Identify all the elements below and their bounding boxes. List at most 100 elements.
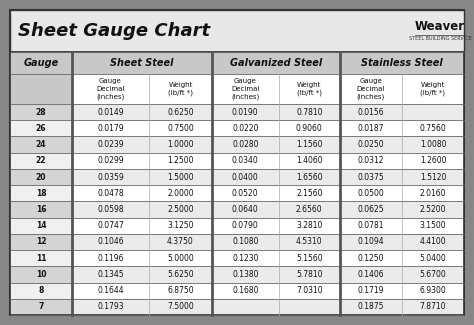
Text: Sheet Gauge Chart: Sheet Gauge Chart — [18, 22, 210, 40]
Text: 0.0640: 0.0640 — [232, 205, 259, 214]
Text: 0.1644: 0.1644 — [97, 286, 124, 295]
Text: 0.0299: 0.0299 — [97, 156, 124, 165]
Text: 5.6700: 5.6700 — [419, 270, 447, 279]
Bar — [72, 136, 464, 153]
Text: 7.5000: 7.5000 — [167, 302, 194, 311]
Text: 0.0375: 0.0375 — [357, 173, 384, 182]
Text: 0.1046: 0.1046 — [97, 238, 124, 246]
Text: 1.2600: 1.2600 — [420, 156, 446, 165]
Text: 7: 7 — [38, 302, 44, 311]
Text: 1.6560: 1.6560 — [296, 173, 323, 182]
Text: Stainless Steel: Stainless Steel — [361, 58, 443, 68]
Text: 0.1406: 0.1406 — [358, 270, 384, 279]
Text: 8: 8 — [38, 286, 44, 295]
Text: 28: 28 — [36, 108, 46, 117]
Text: 3.1500: 3.1500 — [419, 221, 447, 230]
Text: 2.1560: 2.1560 — [296, 189, 322, 198]
Text: 0.1680: 0.1680 — [232, 286, 258, 295]
Bar — [10, 120, 72, 136]
Text: 1.0000: 1.0000 — [167, 140, 194, 149]
Bar — [72, 153, 464, 169]
Text: Weight
(lb/ft *): Weight (lb/ft *) — [297, 82, 322, 96]
Text: 2.5200: 2.5200 — [420, 205, 446, 214]
Text: 0.0500: 0.0500 — [357, 189, 384, 198]
Text: Weight
(lb/ft *): Weight (lb/ft *) — [420, 82, 446, 96]
Bar — [10, 153, 72, 169]
Text: 26: 26 — [36, 124, 46, 133]
Bar — [72, 52, 212, 74]
Bar — [10, 266, 72, 282]
Bar — [72, 120, 464, 136]
Text: 5.7810: 5.7810 — [296, 270, 322, 279]
Bar — [10, 169, 72, 185]
Text: Gauge
Decimal
(inches): Gauge Decimal (inches) — [357, 79, 385, 99]
Bar — [72, 185, 464, 202]
Text: 0.1875: 0.1875 — [358, 302, 384, 311]
Text: 1.5120: 1.5120 — [420, 173, 446, 182]
Bar — [212, 74, 340, 104]
Text: 1.1560: 1.1560 — [296, 140, 322, 149]
Text: 1.2500: 1.2500 — [167, 156, 194, 165]
Bar — [72, 74, 212, 104]
Bar — [212, 52, 340, 74]
Text: 14: 14 — [36, 221, 46, 230]
Text: 1.5000: 1.5000 — [167, 173, 194, 182]
Text: 0.0220: 0.0220 — [232, 124, 258, 133]
Bar — [10, 218, 72, 234]
Text: 2.6560: 2.6560 — [296, 205, 323, 214]
Text: 0.0790: 0.0790 — [232, 221, 259, 230]
Text: Weaver: Weaver — [415, 20, 465, 33]
Text: 22: 22 — [36, 156, 46, 165]
Text: 0.7560: 0.7560 — [419, 124, 447, 133]
Text: 10: 10 — [36, 270, 46, 279]
Bar — [10, 202, 72, 218]
Bar — [10, 282, 72, 299]
Text: 2.5000: 2.5000 — [167, 205, 194, 214]
Bar — [10, 74, 72, 104]
Bar — [10, 104, 72, 120]
Text: 0.0312: 0.0312 — [358, 156, 384, 165]
Text: 0.1793: 0.1793 — [97, 302, 124, 311]
Text: 0.0239: 0.0239 — [97, 140, 124, 149]
Text: 0.0625: 0.0625 — [358, 205, 384, 214]
Text: 0.0280: 0.0280 — [232, 140, 258, 149]
Text: 16: 16 — [36, 205, 46, 214]
Bar — [72, 282, 464, 299]
Text: 6.8750: 6.8750 — [167, 286, 194, 295]
Text: STEEL BUILDING SERVICE: STEEL BUILDING SERVICE — [409, 36, 471, 42]
Bar — [10, 136, 72, 153]
Text: 0.1719: 0.1719 — [358, 286, 384, 295]
Bar — [72, 299, 464, 315]
Text: 3.1250: 3.1250 — [167, 221, 194, 230]
Text: 0.1230: 0.1230 — [232, 254, 258, 263]
Text: 0.0250: 0.0250 — [358, 140, 384, 149]
Text: 0.0400: 0.0400 — [232, 173, 259, 182]
Text: Sheet Steel: Sheet Steel — [110, 58, 174, 68]
Text: 1.4060: 1.4060 — [296, 156, 323, 165]
Text: 7.8710: 7.8710 — [420, 302, 446, 311]
Bar — [72, 266, 464, 282]
Text: 2.0160: 2.0160 — [420, 189, 446, 198]
Text: 20: 20 — [36, 173, 46, 182]
Text: 0.0190: 0.0190 — [232, 108, 259, 117]
Text: 0.0179: 0.0179 — [97, 124, 124, 133]
Text: 0.1380: 0.1380 — [232, 270, 258, 279]
Text: 5.6250: 5.6250 — [167, 270, 194, 279]
Text: 0.6250: 0.6250 — [167, 108, 194, 117]
Bar — [10, 234, 72, 250]
Bar — [340, 52, 464, 74]
Text: 6.9300: 6.9300 — [419, 286, 447, 295]
Text: 0.0156: 0.0156 — [358, 108, 384, 117]
Text: 0.0359: 0.0359 — [97, 173, 124, 182]
Text: 0.0340: 0.0340 — [232, 156, 259, 165]
Text: Gauge
Decimal
(inches): Gauge Decimal (inches) — [231, 79, 259, 99]
Bar — [72, 218, 464, 234]
Text: 1.0080: 1.0080 — [420, 140, 446, 149]
Text: 0.1094: 0.1094 — [358, 238, 384, 246]
Bar — [72, 104, 464, 120]
Text: 4.5310: 4.5310 — [296, 238, 323, 246]
Bar — [10, 52, 72, 74]
Text: 0.0520: 0.0520 — [232, 189, 259, 198]
Text: 24: 24 — [36, 140, 46, 149]
Text: 0.1250: 0.1250 — [358, 254, 384, 263]
